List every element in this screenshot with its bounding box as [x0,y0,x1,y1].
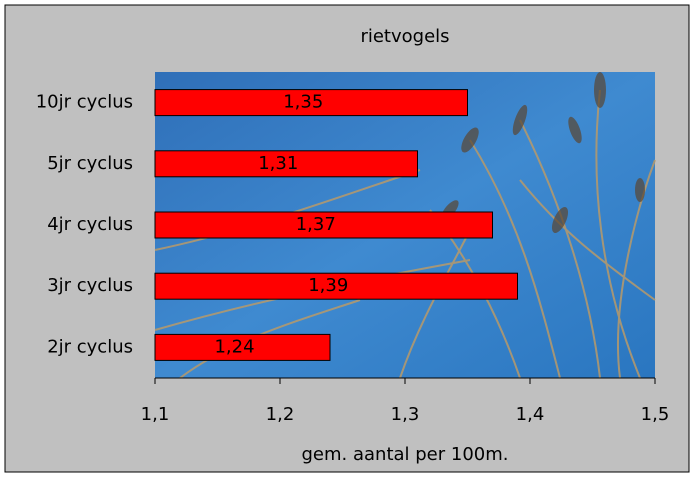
x-tick-label: 1,2 [266,404,295,425]
bar [154,150,418,178]
bar [154,272,518,300]
x-tick-label: 1,5 [641,404,670,425]
x-axis-title: gem. aantal per 100m. [302,444,509,465]
y-tick-label: 10jr cyclus [36,92,133,113]
value-label: 1,31 [258,153,298,174]
y-tick-label: 5jr cyclus [47,153,133,174]
y-tick-label: 2jr cyclus [47,336,133,357]
x-tick-label: 1,3 [391,404,420,425]
bar [154,89,468,117]
value-label: 1,39 [308,275,348,296]
value-label: 1,37 [296,214,336,235]
y-tick-label: 4jr cyclus [47,214,133,235]
chart-title: rietvogels [360,26,449,47]
bar [154,211,493,239]
x-tick-label: 1,4 [516,404,545,425]
bar [154,333,331,361]
x-tick-label: 1,1 [141,404,170,425]
value-label: 1,35 [283,92,323,113]
value-label: 1,24 [214,336,254,357]
y-tick-label: 3jr cyclus [47,275,133,296]
